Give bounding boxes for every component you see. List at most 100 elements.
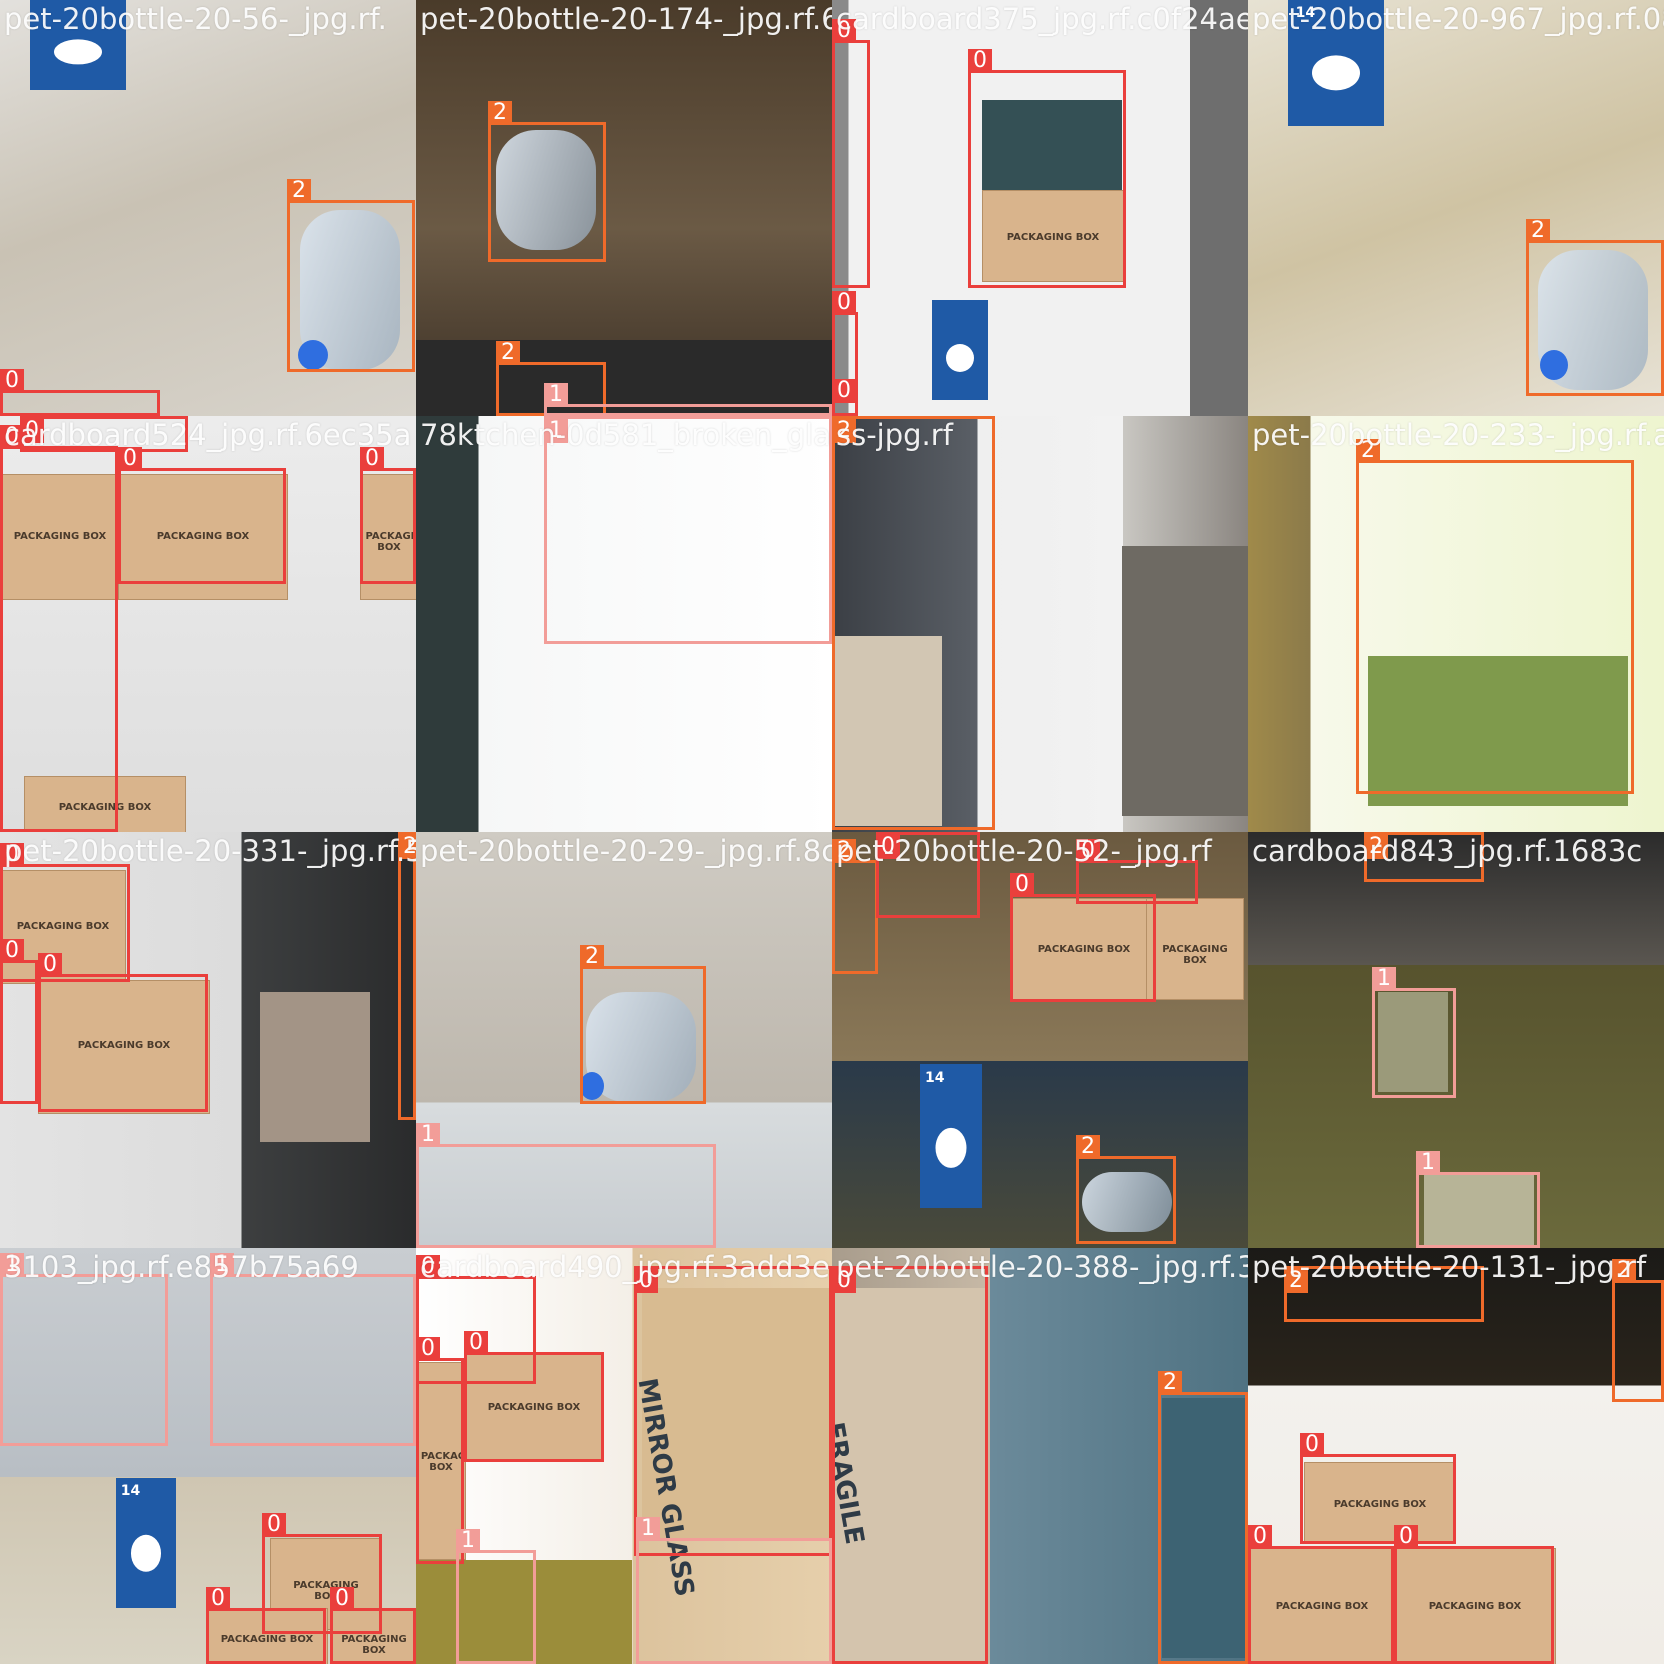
- bounding-box-class-0: 0: [38, 953, 208, 1112]
- box-print: PACKAGING BOX: [16, 921, 110, 933]
- sdg-14-fish-logo: [30, 0, 126, 90]
- bounding-box-class-0: 0: [0, 369, 160, 416]
- sdg-number: 14: [1295, 5, 1316, 22]
- image-region: [416, 1560, 632, 1664]
- fish-icon: [946, 344, 974, 372]
- tile-filename: pet-20bottle-20-29-_jpg.rf.8c: [420, 834, 832, 868]
- mosaic-tile: 221pet-20bottle-20-174-_jpg.rf.6082021a0…: [416, 0, 832, 416]
- bottle-cap: [298, 340, 328, 370]
- class-label: 0: [0, 843, 24, 867]
- class-label: 0: [968, 49, 992, 73]
- sdg-number: 14: [120, 1483, 141, 1500]
- cardboard-box: PACKAGING BOX: [1248, 1548, 1396, 1664]
- tile-filename: pet-20bottle-20-56-_jpg.rf.: [4, 2, 387, 36]
- box-print: PACKAGING BOX: [293, 1579, 359, 1602]
- fish-icon: [54, 39, 102, 65]
- bounding-box-class-2: 2: [832, 839, 878, 974]
- box-print: PACKAGING BOX: [58, 802, 152, 814]
- class-label: 0: [1394, 1525, 1418, 1549]
- bounding-box-class-2: 2: [1356, 439, 1634, 794]
- tile-filename: ss-jpg.rf: [836, 418, 953, 452]
- class-label: 0: [360, 447, 384, 471]
- fish-icon: [935, 1127, 967, 1168]
- plastic-bottle: [496, 130, 596, 250]
- class-label: 1: [544, 383, 568, 407]
- class-label: 0: [464, 1331, 488, 1355]
- class-label: 1: [0, 1253, 24, 1277]
- plastic-bottle: [1082, 1172, 1172, 1232]
- class-label: 2: [488, 101, 512, 125]
- image-region: [982, 100, 1122, 190]
- box-print: PACKAGING BOX: [77, 1040, 171, 1052]
- cardboard-box: PACKAGING BOX: [360, 474, 416, 600]
- class-label: 0: [20, 419, 44, 443]
- sdg-number: 14: [924, 1069, 945, 1086]
- image-region: FRAGILE: [832, 1288, 988, 1664]
- class-label: 0: [1300, 1433, 1324, 1457]
- class-label: 0: [832, 19, 856, 43]
- box-print: PACKAGING BOX: [1333, 1499, 1427, 1510]
- fish-icon: [1312, 55, 1360, 91]
- class-label: 0: [330, 1587, 354, 1611]
- bounding-box-class-0: 0: [832, 379, 858, 416]
- bounding-box-class-1: 1: [544, 416, 832, 644]
- image-region: [260, 992, 370, 1142]
- class-label: 1: [1372, 967, 1396, 991]
- class-label: 2: [1284, 1269, 1308, 1293]
- class-label: 2: [1526, 219, 1550, 243]
- class-label: 1: [416, 1123, 440, 1147]
- box-print: PACKAGING BOX: [1428, 1601, 1522, 1613]
- bounding-box-class-0: 0: [20, 416, 188, 452]
- bounding-box-class-1: 1: [416, 1123, 716, 1248]
- bounding-box-class-2: 2: [1364, 832, 1484, 882]
- tile-filename: cardboard843_jpg.rf.1683c: [1252, 834, 1643, 868]
- class-label: 0: [0, 369, 24, 393]
- class-label: 2: [580, 945, 604, 969]
- mosaic-tile: 2 ss-jpg.rf: [832, 416, 1248, 832]
- mosaic-tile: PACKAGING BOX PACKAGING BOX PACKAGING BOX 2…: [1248, 1248, 1664, 1664]
- class-label: 2: [1158, 1371, 1182, 1395]
- cardboard-box: PACKAGING BOX: [1146, 898, 1244, 1000]
- mosaic-tile: 14 2 pet-20bottle-20-967_jpg.rf.085ec: [1248, 0, 1664, 416]
- bounding-box-class-1: 1: [0, 1253, 168, 1446]
- mosaic-tile: 2 pet-20bottle-20-233-_jpg.rf.a: [1248, 416, 1664, 832]
- mosaic-tile: PACKAGING BOX 0 0 0 0 cardboard375_jpg.rf.c0f…: [832, 0, 1248, 416]
- image-region: [1378, 992, 1448, 1092]
- bounding-box-class-1: 1: [544, 383, 832, 416]
- box-print: PACKAGING BOX: [1275, 1601, 1369, 1613]
- tile-filename: cardboard524_jpg.rf.6ec35a: [4, 418, 412, 452]
- class-label: 1: [1416, 1151, 1440, 1175]
- box-print: PACKAGING BOX: [487, 1401, 581, 1413]
- image-region: [416, 340, 832, 416]
- bounding-box-class-0: 0: [968, 49, 1126, 288]
- bounding-box-class-2: 2: [1158, 1371, 1248, 1664]
- class-label: 1: [210, 1253, 234, 1277]
- sdg-14-fish-logo: [932, 300, 988, 400]
- bounding-box-class-1: 1: [210, 1253, 416, 1446]
- cardboard-box: PACKAGING BOX: [416, 1362, 486, 1560]
- class-label: 0: [0, 425, 24, 449]
- class-label: 0: [0, 939, 24, 963]
- fish-icon: [131, 1535, 161, 1572]
- class-label: 0: [416, 1337, 440, 1361]
- tile-filename: pet-20bottle-20-52-_jpg.rf: [836, 834, 1212, 868]
- bounding-box-class-0: 0: [0, 843, 130, 982]
- box-print: PACKAGING BOX: [1162, 944, 1228, 966]
- class-label: 0: [832, 1269, 856, 1293]
- cardboard-box: PACKAGING BOX: [24, 776, 186, 832]
- cardboard-box: PACKAGING BOX: [118, 474, 288, 600]
- bounding-box-class-0: 0: [416, 1255, 536, 1384]
- bounding-box-class-0: 0: [206, 1587, 326, 1664]
- class-label: 2: [1076, 1135, 1100, 1159]
- tile-filename: 78ktchen-0d581_broken_gla: [420, 418, 831, 452]
- mosaic-tile: 2 1 1 cardboard843_jpg.rf.1683c: [1248, 832, 1664, 1248]
- class-label: 2: [1364, 835, 1388, 859]
- plastic-bottle: [586, 992, 696, 1102]
- mosaic-tile: 14 PACKAGING BOX PACKAGING BOX PACKAGING BO…: [0, 1248, 416, 1664]
- image-region: [1122, 546, 1248, 816]
- box-print: PACKAGING BOX: [341, 1634, 407, 1657]
- bounding-box-class-2: 2: [580, 945, 706, 1104]
- bounding-box-class-0: 0: [634, 1266, 832, 1556]
- bounding-box-class-0: 0: [360, 447, 416, 584]
- tile-filename: pet-20bottle-20-388-_jpg.rf.3: [836, 1250, 1248, 1284]
